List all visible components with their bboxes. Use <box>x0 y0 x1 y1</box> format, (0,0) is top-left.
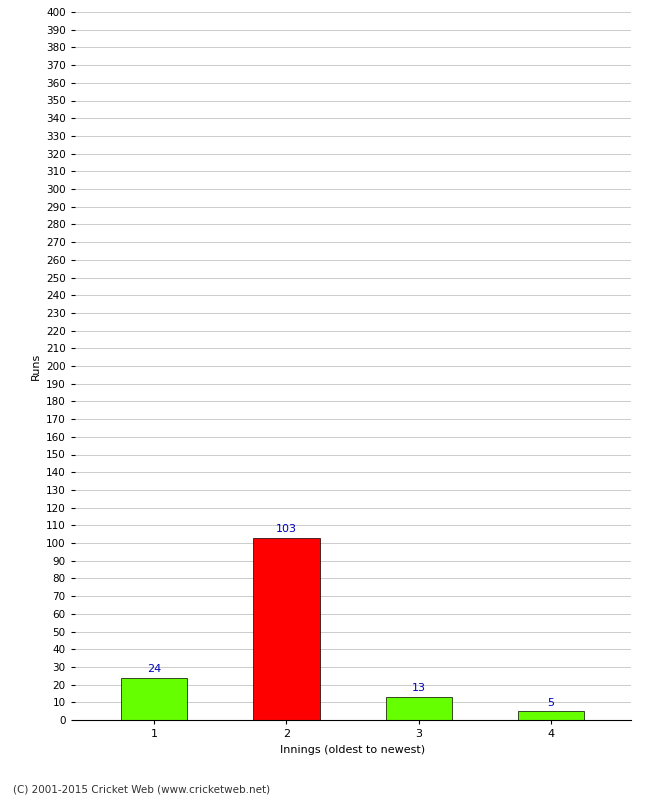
Text: (C) 2001-2015 Cricket Web (www.cricketweb.net): (C) 2001-2015 Cricket Web (www.cricketwe… <box>13 784 270 794</box>
Bar <box>254 538 320 720</box>
Y-axis label: Runs: Runs <box>31 352 40 380</box>
Bar <box>385 697 452 720</box>
Bar <box>518 711 584 720</box>
Text: 13: 13 <box>412 683 426 694</box>
Text: 103: 103 <box>276 524 297 534</box>
X-axis label: Innings (oldest to newest): Innings (oldest to newest) <box>280 745 425 754</box>
Text: 24: 24 <box>147 664 161 674</box>
Text: 5: 5 <box>547 698 554 708</box>
Bar <box>121 678 187 720</box>
